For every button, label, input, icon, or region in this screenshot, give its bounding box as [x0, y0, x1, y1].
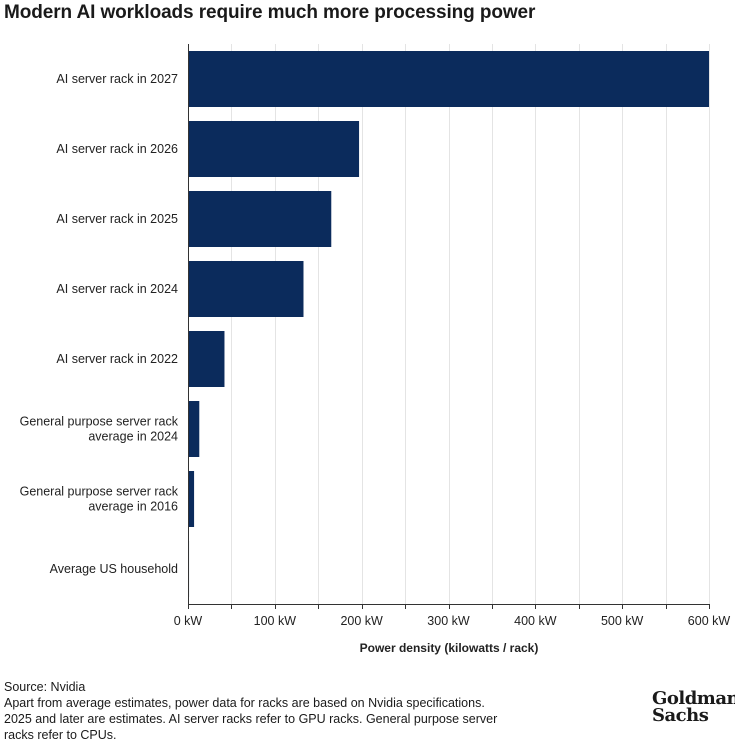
category-label-line: Average US household — [50, 562, 178, 576]
category-label-line: AI server rack in 2026 — [56, 142, 178, 156]
bars — [188, 51, 709, 597]
footnote-line-3: racks refer to CPUs. — [4, 728, 117, 742]
logo-line-1: Goldman — [652, 688, 735, 709]
footnote-line-2: 2025 and later are estimates. AI server … — [4, 712, 498, 726]
x-tick-label: 0 kW — [174, 614, 203, 628]
category-label: AI server rack in 2027 — [56, 72, 178, 86]
bar — [188, 191, 332, 247]
category-labels: AI server rack in 2027 AI server rack in … — [20, 72, 179, 576]
category-label-line: AI server rack in 2027 — [56, 72, 178, 86]
bar — [188, 331, 225, 387]
x-tick-label: 200 kW — [340, 614, 383, 628]
x-axis-title: Power density (kilowatts / rack) — [360, 641, 539, 655]
chart-title: Modern AI workloads require much more pr… — [4, 2, 536, 23]
axes — [188, 44, 710, 609]
category-label-line: AI server rack in 2025 — [56, 212, 178, 226]
category-label-line: average in 2016 — [88, 500, 178, 514]
x-tick-label: 600 kW — [688, 614, 731, 628]
category-label-line: AI server rack in 2022 — [56, 352, 178, 366]
category-label: AI server rack in 2026 — [56, 142, 178, 156]
category-label-line: General purpose server rack — [20, 415, 179, 429]
bar — [188, 121, 360, 177]
tick-labels: 0 kW 100 kW 200 kW 300 kW 400 kW 500 kW 600 kW — [174, 614, 731, 628]
footnotes: Source: Nvidia Apart from average estima… — [4, 679, 564, 743]
x-tick-label: 300 kW — [427, 614, 470, 628]
category-label: AI server rack in 2024 — [56, 282, 178, 296]
x-tick-label: 400 kW — [514, 614, 557, 628]
category-label: General purpose server rack average in 20… — [20, 415, 179, 444]
x-tick-label: 500 kW — [601, 614, 644, 628]
category-label-line: General purpose server rack — [20, 485, 179, 499]
category-label: AI server rack in 2025 — [56, 212, 178, 226]
logo-line-2: Sachs — [652, 705, 709, 726]
bar — [188, 471, 195, 527]
bar — [188, 261, 304, 317]
category-label: Average US household — [50, 562, 178, 576]
footnote-line-1: Apart from average estimates, power data… — [4, 696, 485, 710]
category-label-line: AI server rack in 2024 — [56, 282, 178, 296]
category-label: AI server rack in 2022 — [56, 352, 178, 366]
x-tick-label: 100 kW — [254, 614, 297, 628]
category-label: General purpose server rack average in 20… — [20, 485, 179, 514]
category-label-line: average in 2024 — [88, 430, 178, 444]
goldman-sachs-logo: Goldman Sachs — [652, 688, 735, 726]
bar — [188, 51, 709, 107]
source-note: Source: Nvidia — [4, 680, 86, 694]
bar — [188, 401, 200, 457]
